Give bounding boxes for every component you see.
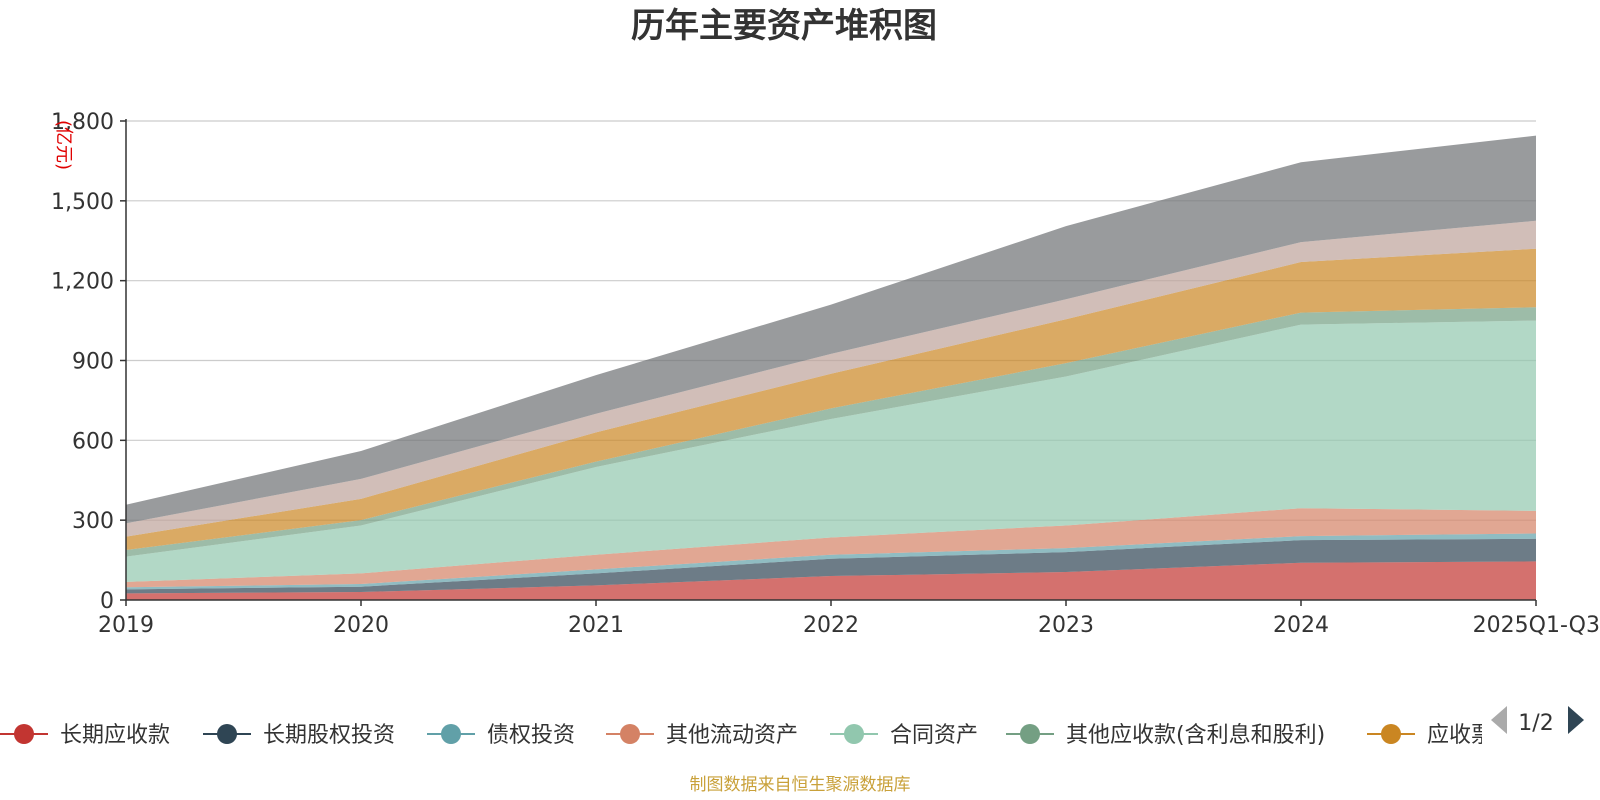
legend-label: 其他应收款(含利息和股利) — [1066, 723, 1325, 748]
y-tick-label-2: 600 — [72, 429, 114, 454]
legend-circle-icon — [441, 724, 461, 744]
legend-circle-icon — [1020, 724, 1040, 744]
area-series-6 — [126, 248, 1536, 550]
legend-item-0[interactable]: 长期应收款 — [0, 723, 170, 748]
legend-label: 合同资产 — [890, 723, 978, 748]
area-series-4 — [126, 320, 1536, 582]
y-axis-label: (亿元) — [53, 120, 74, 170]
x-tick-label-0: 2019 — [98, 613, 154, 638]
legend-items: 长期应收款 长期股权投资 债权投资 其他流动资产 合同资产 其他应收款(含利息和股利) 应收… — [0, 723, 1493, 748]
legend-circle-icon — [844, 724, 864, 744]
legend-item-6[interactable]: 应收票 — [1367, 723, 1493, 748]
pager-prev-icon[interactable] — [1491, 706, 1507, 734]
y-tick-label-0: 0 — [100, 589, 114, 614]
legend-item-4[interactable]: 合同资产 — [830, 723, 978, 748]
legend-item-2[interactable]: 债权投资 — [427, 723, 575, 748]
legend-pager: 1/2 — [1491, 706, 1584, 736]
x-tick-label-5: 2024 — [1273, 613, 1329, 638]
area-series-5 — [126, 307, 1536, 557]
legend-label: 其他流动资产 — [666, 723, 798, 748]
legend-page-indicator: 1/2 — [1518, 711, 1553, 736]
x-tick-label-6: 2025Q1-Q3 — [1473, 613, 1600, 638]
chart-title: 历年主要资产堆积图 — [631, 6, 937, 46]
legend: 长期应收款 长期股权投资 债权投资 其他流动资产 合同资产 其他应收款(含利息和股利) 应收… — [0, 723, 1493, 748]
area-series-8 — [126, 135, 1536, 524]
x-tick-label-1: 2020 — [333, 613, 389, 638]
area-series-7 — [126, 220, 1536, 537]
y-axis-ticks: 0 300 600 900 1,200 1,500 1,800 — [51, 110, 126, 614]
legend-item-1[interactable]: 长期股权投资 — [203, 723, 395, 748]
y-tick-label-6: 1,800 — [51, 110, 114, 135]
legend-item-5[interactable]: 其他应收款(含利息和股利) — [1006, 723, 1325, 748]
x-tick-label-4: 2023 — [1038, 613, 1094, 638]
x-axis-ticks: 2019 2020 2021 2022 2023 2024 2025Q1-Q3 — [98, 600, 1600, 638]
legend-circle-icon — [1381, 724, 1401, 744]
y-tick-label-1: 300 — [72, 509, 114, 534]
legend-label: 长期应收款 — [60, 723, 170, 748]
legend-circle-icon — [14, 724, 34, 744]
area-series-3 — [126, 508, 1536, 588]
area-series — [126, 135, 1536, 600]
legend-label: 债权投资 — [487, 723, 575, 748]
legend-label: 应收票 — [1427, 723, 1493, 748]
legend-circle-icon — [217, 724, 237, 744]
legend-item-3[interactable]: 其他流动资产 — [606, 723, 798, 748]
source-note: 制图数据来自恒生聚源数据库 — [690, 775, 911, 795]
x-tick-label-3: 2022 — [803, 613, 859, 638]
legend-circle-icon — [620, 724, 640, 744]
x-tick-label-2: 2021 — [568, 613, 624, 638]
pager-next-icon[interactable] — [1568, 706, 1584, 734]
area-series-2 — [126, 533, 1536, 590]
area-series-1 — [126, 538, 1536, 594]
y-tick-label-5: 1,500 — [51, 190, 114, 215]
area-series-0 — [126, 561, 1536, 600]
y-tick-label-4: 1,200 — [51, 270, 114, 295]
legend-label: 长期股权投资 — [263, 723, 395, 748]
y-tick-label-3: 900 — [72, 350, 114, 375]
